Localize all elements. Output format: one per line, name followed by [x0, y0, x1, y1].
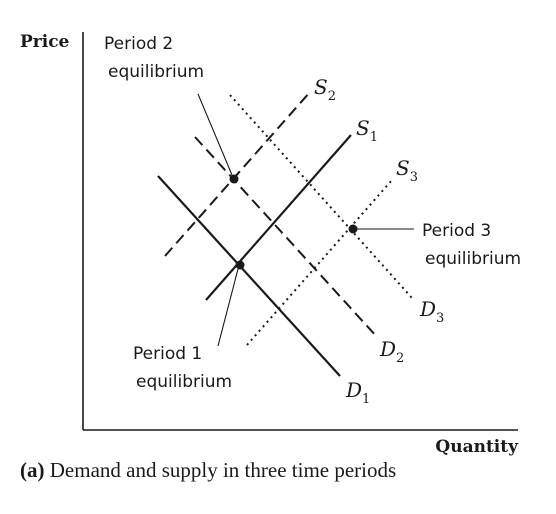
curve-label-d1-letter: D [345, 378, 362, 402]
curve-label-s1-letter: S [356, 116, 370, 140]
supply-curve-s2 [164, 91, 311, 257]
curve-label-d1: D1 [345, 378, 370, 407]
curve-label-s3-sub: 3 [410, 170, 418, 185]
curve-label-d3-letter: D [419, 297, 436, 321]
annotation-period1-line2: equilibrium [136, 372, 232, 392]
curve-label-s2-letter: S [314, 75, 328, 99]
curve-label-s1-sub: 1 [370, 130, 378, 145]
curve-label-d3: D3 [419, 297, 444, 326]
curve-label-s1: S1 [356, 116, 378, 145]
curve-label-s2-sub: 2 [328, 89, 336, 104]
curve-label-d2-sub: 2 [396, 351, 404, 366]
demand-curve-d1 [157, 175, 341, 377]
annotation-period3-line1: Period 3 [422, 221, 491, 241]
supply-curve-s1 [205, 134, 352, 301]
equilibrium-point-period1 [235, 260, 245, 270]
leader-line-period1 [217, 268, 239, 347]
annotation-period3-line2: equilibrium [425, 249, 521, 269]
curve-label-d2: D2 [379, 337, 404, 366]
demand-curve-d2 [194, 136, 378, 338]
x-axis-label: Quantity [435, 437, 519, 457]
curve-label-d1-sub: 1 [362, 392, 370, 407]
curve-label-s3: S3 [396, 156, 418, 185]
supply-curve-s3 [246, 179, 393, 346]
annotation-period2-line1: Period 2 [104, 34, 173, 54]
curve-label-d3-sub: 3 [436, 311, 444, 326]
equilibrium-point-period2 [229, 174, 239, 184]
demand-curve-d3 [229, 94, 413, 299]
leader-line-period2 [197, 93, 233, 176]
annotation-period1-line1: Period 1 [133, 344, 202, 364]
caption-text: Demand and supply in three time periods [44, 458, 397, 482]
curve-label-s2: S2 [314, 75, 336, 104]
figure-caption: (a) Demand and supply in three time peri… [20, 458, 396, 483]
curve-label-d2-letter: D [379, 337, 396, 361]
equilibrium-point-period3 [348, 224, 358, 234]
caption-tag: (a) [20, 458, 45, 482]
y-axis-label: Price [20, 32, 70, 52]
curve-label-s3-letter: S [396, 156, 410, 180]
annotation-period2-line2: equilibrium [108, 62, 204, 82]
